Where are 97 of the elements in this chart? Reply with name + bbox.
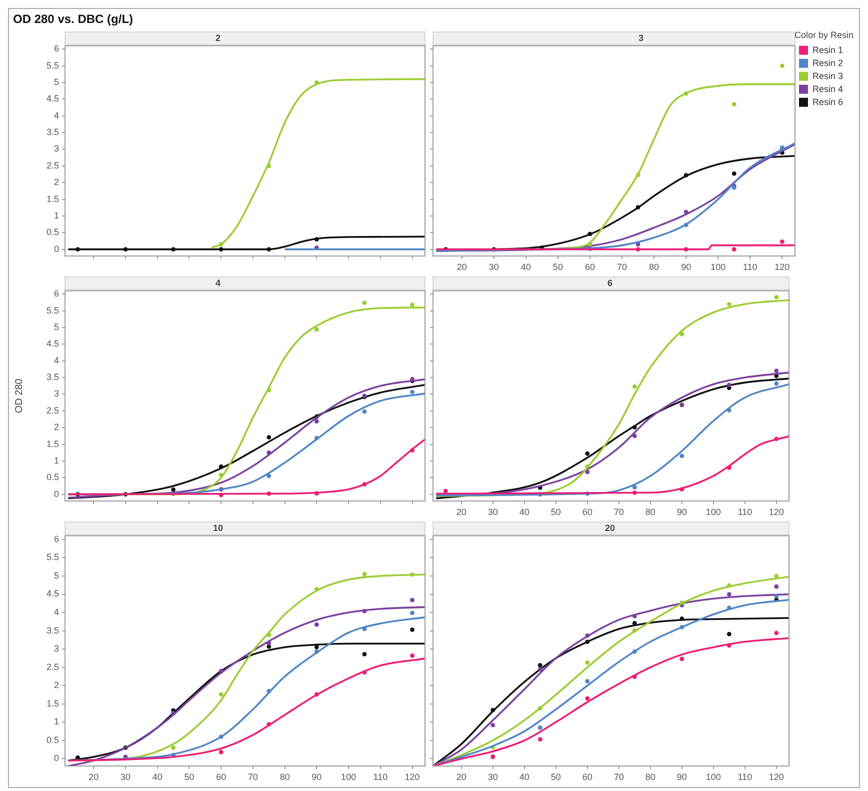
y-tick-label: 2 bbox=[54, 422, 59, 432]
x-tick-label: 50 bbox=[550, 772, 561, 782]
x-tick-label: 120 bbox=[774, 262, 790, 272]
y-tick-label: 0 bbox=[54, 488, 59, 499]
x-tick-label: 80 bbox=[645, 506, 656, 517]
chart-title: 3 bbox=[638, 32, 644, 43]
y-tick-label: 1 bbox=[54, 716, 59, 727]
x-tick-label: 30 bbox=[488, 506, 498, 517]
x-tick-label: 80 bbox=[649, 262, 660, 272]
text: OD 280 vs. DBC (g/L) bbox=[13, 12, 134, 26]
x-tick-label: 60 bbox=[216, 772, 226, 782]
x-tick-label: 50 bbox=[552, 262, 563, 272]
x-tick-label: 100 bbox=[710, 262, 726, 272]
y-tick-label: 5 bbox=[54, 570, 59, 580]
x-tick-label: 110 bbox=[738, 772, 752, 782]
chart-title: 20 bbox=[604, 522, 616, 533]
y-tick-label: 3.5 bbox=[46, 625, 59, 636]
x-tick-label: 20 bbox=[456, 772, 466, 782]
y-tick-label: 6 bbox=[54, 44, 59, 54]
legend-label: Resin 4 bbox=[812, 84, 843, 94]
y-tick-label: 2.5 bbox=[46, 160, 59, 170]
y-tick-label: 0.5 bbox=[46, 472, 59, 482]
y-tick-label: 5.5 bbox=[46, 60, 59, 70]
x-tick-label: 30 bbox=[488, 772, 498, 782]
legend-label: Resin 3 bbox=[812, 70, 843, 81]
y-tick-label: 5 bbox=[54, 322, 59, 332]
y-tick-label: 2.5 bbox=[46, 662, 59, 672]
x-tick-label: 40 bbox=[152, 772, 162, 782]
x-tick-label: 70 bbox=[614, 506, 624, 517]
x-tick-label: 110 bbox=[373, 772, 388, 782]
x-tick-label: 90 bbox=[676, 506, 687, 517]
x-tick-label: 120 bbox=[768, 772, 784, 782]
y-tick-label: 3 bbox=[54, 144, 59, 154]
chart-title: 2 bbox=[215, 32, 221, 43]
y-tick-label: 3.5 bbox=[46, 127, 59, 138]
y-tick-label: 1.5 bbox=[46, 194, 59, 204]
x-tick-label: 110 bbox=[738, 506, 752, 517]
x-tick-label: 60 bbox=[582, 506, 592, 517]
x-tick-label: 70 bbox=[614, 772, 624, 782]
x-tick-label: 30 bbox=[120, 772, 131, 782]
y-tick-label: 2 bbox=[54, 177, 59, 188]
x-tick-label: 100 bbox=[706, 772, 721, 782]
legend-label: Resin 2 bbox=[812, 58, 843, 68]
y-tick-label: 1 bbox=[54, 210, 59, 220]
chart-title: 4 bbox=[215, 278, 221, 288]
y-tick-label: 4.5 bbox=[46, 588, 59, 599]
x-tick-label: 20 bbox=[456, 262, 467, 272]
x-tick-label: 20 bbox=[456, 506, 466, 517]
y-tick-label: 1.5 bbox=[46, 438, 59, 449]
y-tick-label: 6 bbox=[54, 288, 59, 299]
y-tick-label: 1.5 bbox=[46, 698, 59, 708]
y-tick-label: 0.5 bbox=[46, 734, 59, 745]
y-tick-label: 4 bbox=[54, 110, 59, 120]
y-axis-title: OD 280 bbox=[14, 378, 25, 414]
y-tick-label: 3 bbox=[54, 388, 59, 399]
x-tick-label: 80 bbox=[645, 772, 656, 782]
x-tick-label: 30 bbox=[488, 262, 499, 272]
y-tick-label: 0 bbox=[54, 753, 59, 764]
y-tick-label: 0.5 bbox=[46, 227, 59, 238]
x-tick-label: 60 bbox=[582, 772, 592, 782]
y-tick-label: 1 bbox=[54, 455, 59, 466]
y-tick-label: 4 bbox=[54, 355, 59, 366]
x-tick-label: 40 bbox=[519, 506, 530, 517]
x-tick-label: 40 bbox=[520, 262, 531, 272]
x-tick-label: 70 bbox=[248, 772, 258, 782]
x-tick-label: 70 bbox=[616, 262, 628, 272]
legend-label: Resin 1 bbox=[812, 44, 843, 55]
x-tick-label: 110 bbox=[742, 262, 758, 272]
x-tick-label: 40 bbox=[519, 772, 530, 782]
y-tick-label: 5.5 bbox=[46, 305, 59, 316]
x-tick-label: 90 bbox=[312, 772, 322, 782]
y-tick-label: 0 bbox=[54, 244, 59, 254]
x-tick-label: 100 bbox=[706, 506, 721, 517]
x-tick-label: 120 bbox=[404, 772, 420, 782]
y-tick-label: 4.5 bbox=[46, 338, 59, 349]
chart-title: 6 bbox=[607, 278, 613, 288]
y-tick-label: 6 bbox=[54, 534, 59, 544]
y-tick-label: 5.5 bbox=[46, 552, 59, 562]
x-tick-label: 20 bbox=[88, 772, 99, 782]
y-tick-label: 4 bbox=[54, 607, 59, 618]
y-tick-label: 3 bbox=[54, 644, 59, 654]
x-tick-label: 90 bbox=[676, 772, 687, 782]
x-tick-label: 60 bbox=[584, 262, 595, 272]
y-tick-label: 4.5 bbox=[46, 94, 59, 104]
legend-label: Resin 6 bbox=[812, 96, 843, 107]
x-tick-label: 50 bbox=[184, 772, 194, 782]
x-tick-label: 90 bbox=[681, 262, 692, 272]
legend-title: Color by Resin bbox=[794, 30, 854, 40]
y-tick-label: 2 bbox=[54, 680, 59, 690]
x-tick-label: 50 bbox=[550, 506, 561, 517]
x-tick-label: 120 bbox=[768, 506, 784, 517]
x-tick-label: 100 bbox=[341, 772, 356, 782]
y-tick-label: 2.5 bbox=[46, 405, 59, 416]
y-tick-label: 5 bbox=[54, 76, 59, 87]
y-tick-label: 3.5 bbox=[46, 372, 59, 382]
chart-title: 10 bbox=[212, 522, 224, 533]
x-tick-label: 80 bbox=[280, 772, 290, 782]
